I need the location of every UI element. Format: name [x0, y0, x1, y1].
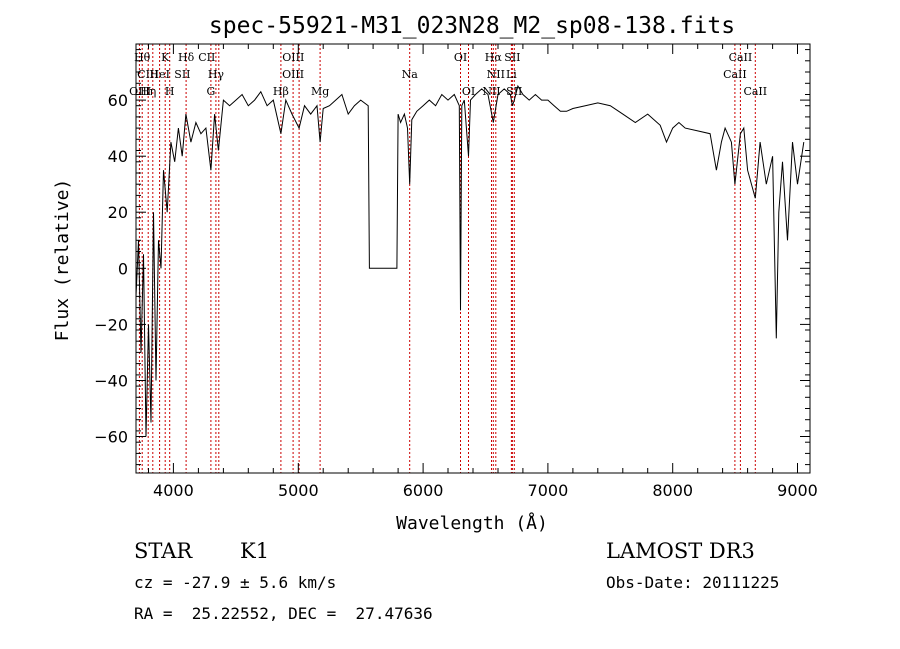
- line-label: Hγ: [208, 68, 225, 81]
- line-label: OIII: [129, 85, 151, 98]
- line-label: SII: [506, 85, 522, 98]
- line-label: Hα: [485, 51, 503, 64]
- line-label: G: [207, 85, 216, 98]
- spectrum-series: [135, 84, 805, 437]
- line-label: CII: [198, 51, 215, 64]
- y-axis: −60 −40 −20 0 20 40 60: [94, 49, 810, 466]
- line-label: Hθ: [134, 51, 151, 64]
- line-label: OI: [462, 85, 475, 98]
- y-tick-label: 60: [108, 91, 128, 110]
- line-label: K: [161, 51, 170, 64]
- line-label: CaII: [723, 68, 747, 81]
- line-label: OIII: [282, 51, 304, 64]
- line-label: Li: [506, 68, 517, 81]
- plot-frame: [135, 43, 811, 474]
- y-tick-label: 40: [108, 147, 128, 166]
- y-tick-label: −40: [94, 372, 128, 391]
- y-tick-label: −60: [94, 428, 128, 447]
- line-label: Hβ: [273, 85, 289, 98]
- x-tick-label: 7000: [528, 481, 569, 500]
- line-label: CaII: [729, 51, 753, 64]
- observation-date: Obs-Date: 20111225: [606, 573, 780, 592]
- line-label: OI: [454, 51, 467, 64]
- line-markers: [138, 44, 756, 473]
- line-label: Mg: [311, 85, 329, 98]
- x-tick-label: 9000: [777, 481, 818, 500]
- chart-title: spec-55921-M31_023N28_M2_sp08-138.fits: [209, 13, 735, 39]
- y-tick-label: 20: [108, 203, 128, 222]
- y-tick-label: −20: [94, 315, 128, 334]
- x-tick-label: 8000: [652, 481, 693, 500]
- line-label: OIII: [282, 68, 304, 81]
- y-tick-label: 0: [118, 259, 128, 278]
- x-tick-label: 5000: [278, 481, 319, 500]
- survey-name: LAMOST DR3: [606, 539, 755, 563]
- x-axis: 4000 5000 6000 7000 8000 9000: [148, 44, 818, 500]
- x-tick-label: 4000: [153, 481, 194, 500]
- line-label: SII: [174, 68, 190, 81]
- object-class: STAR: [134, 539, 193, 563]
- line-label: NII: [487, 68, 505, 81]
- x-tick-label: 6000: [403, 481, 444, 500]
- coordinates: RA = 25.22552, DEC = 27.47636: [134, 604, 433, 623]
- line-label: Na: [402, 68, 419, 81]
- spectrum-line: [135, 84, 805, 437]
- line-label: Hδ: [178, 51, 195, 64]
- line-label: HeI: [149, 68, 169, 81]
- line-label: CIII: [137, 68, 158, 81]
- y-axis-title: Flux (relative): [52, 179, 73, 342]
- redshift-velocity: cz = -27.9 ± 5.6 km/s: [134, 573, 337, 592]
- line-label: CaII: [743, 85, 767, 98]
- line-label: SII: [504, 51, 520, 64]
- object-subclass: K1: [240, 539, 270, 563]
- line-label: Hη: [140, 85, 156, 98]
- line-label: NII: [482, 85, 500, 98]
- line-label: H: [165, 85, 175, 98]
- x-axis-title: Wavelength (Å): [396, 512, 548, 534]
